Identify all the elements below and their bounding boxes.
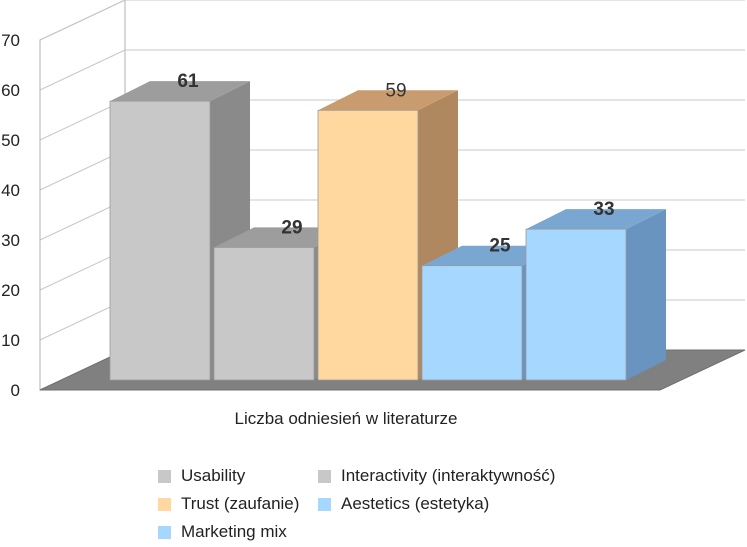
legend-swatch (318, 469, 331, 483)
y-tick-label: 30 (1, 231, 20, 250)
y-tick-label: 20 (1, 281, 20, 300)
bar (525, 228, 627, 381)
legend-label: Aestetics (estetyka) (341, 494, 490, 513)
bar (109, 100, 211, 381)
legend-label: Interactivity (interaktywność) (341, 466, 556, 485)
x-category-label: Liczba odniesień w literaturze (234, 409, 457, 428)
value-label: 25 (489, 236, 511, 257)
bar-top (110, 81, 250, 102)
legend-item: Interactivity (interaktywność) (318, 466, 555, 486)
bars (109, 81, 666, 381)
y-axis-ticks: 0 10 20 30 40 50 60 70 (1, 31, 20, 400)
legend-item: Usability (158, 466, 245, 486)
legend-label: Usability (181, 466, 246, 485)
value-label: 33 (593, 199, 614, 220)
legend-label: Marketing mix (181, 522, 287, 541)
bar (317, 109, 419, 381)
bar (421, 265, 523, 381)
y-tick-label: 0 (11, 381, 20, 400)
bar-side (626, 209, 666, 380)
gridline-left (39, 49, 126, 91)
y-tick-label: 50 (1, 131, 20, 150)
legend-item: Marketing mix (158, 522, 287, 542)
legend-swatch (158, 497, 171, 511)
legend-swatch (318, 497, 331, 511)
y-tick-label: 10 (1, 331, 20, 350)
legend-swatch (158, 525, 171, 539)
bar-top (318, 90, 458, 111)
bar-top (526, 209, 666, 230)
legend-item: Aestetics (estetyka) (318, 494, 489, 514)
legend-item: Trust (zaufanie) (158, 494, 299, 514)
y-tick-label: 40 (1, 181, 20, 200)
y-tick-label: 60 (1, 81, 20, 100)
value-label: 59 (385, 80, 406, 101)
bar (213, 247, 315, 381)
value-labels: 61 29 59 25 33 (177, 71, 614, 257)
y-tick-label: 70 (1, 31, 20, 50)
gridline-left (39, 0, 126, 41)
legend-swatch (158, 469, 171, 483)
x-axis-categories: Liczba odniesień w literaturze (234, 409, 457, 428)
legend-label: Trust (zaufanie) (181, 494, 300, 513)
value-label: 29 (281, 217, 302, 238)
value-label: 61 (177, 71, 199, 92)
